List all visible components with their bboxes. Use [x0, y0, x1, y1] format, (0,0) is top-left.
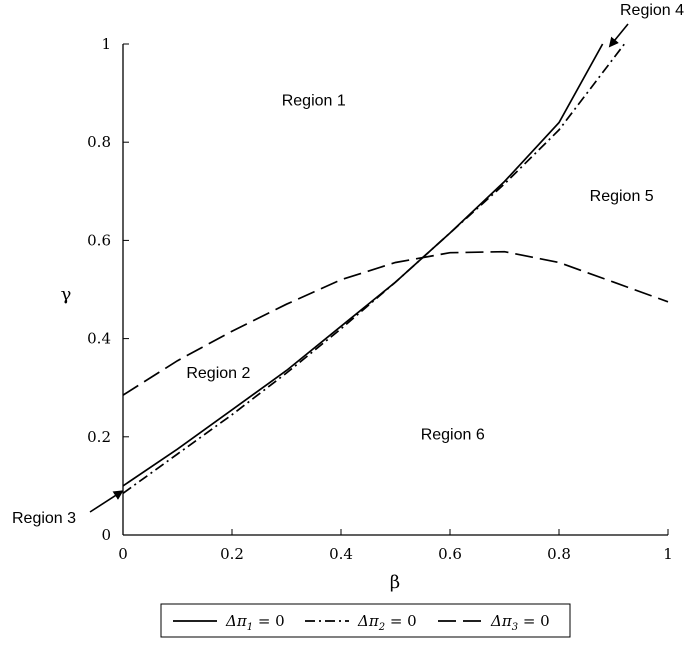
- series-layer: [122, 43, 669, 494]
- series-line-3: [122, 250, 669, 396]
- y-tick-label: 0.6: [87, 231, 111, 249]
- callout-arrow: [608, 23, 629, 48]
- y-tick-label: 1: [101, 35, 111, 53]
- x-tick-label: 0.6: [438, 545, 462, 563]
- y-tick-label: 0.2: [87, 428, 111, 446]
- x-tick-label: 0.8: [547, 545, 571, 563]
- callout-arrow: [89, 490, 124, 513]
- y-tick-label: 0: [101, 526, 111, 544]
- x-tick-label: 0.2: [220, 545, 244, 563]
- legend-label-2: Δπ2 = 0: [357, 612, 417, 633]
- x-axis-label: β: [390, 572, 400, 593]
- legend: Δπ1 = 0 Δπ2 = 0 Δπ3 = 0: [160, 603, 571, 638]
- x-tick-label: 1: [663, 545, 673, 563]
- region-label: Region 6: [421, 426, 485, 443]
- callout-label: Region 3: [12, 510, 76, 527]
- y-tick-label: 0.8: [87, 133, 111, 151]
- series-line-2: [122, 43, 626, 494]
- legend-box: [160, 603, 571, 638]
- x-tick-label: 0.4: [329, 545, 353, 563]
- legend-label-3: Δπ3 = 0: [490, 612, 550, 633]
- x-tick-label: 0: [118, 545, 128, 563]
- annotations-layer: Region 1 Region 2 Region 5 Region 6 Region 3…: [12, 2, 684, 527]
- y-tick-label: 0.4: [87, 330, 111, 348]
- axes: [122, 44, 668, 536]
- y-axis-label: γ: [61, 284, 72, 305]
- region-label: Region 1: [282, 92, 346, 109]
- region-label: Region 5: [590, 188, 654, 205]
- region-label: Region 2: [186, 365, 250, 382]
- callout-label: Region 4: [620, 2, 684, 19]
- series-line-1: [122, 43, 604, 487]
- ticks: 0 0.2 0.4 0.6 0.8 1 0 0.2 0.4 0.6 0.8 1: [87, 35, 673, 563]
- legend-label-1: Δπ1 = 0: [225, 612, 285, 633]
